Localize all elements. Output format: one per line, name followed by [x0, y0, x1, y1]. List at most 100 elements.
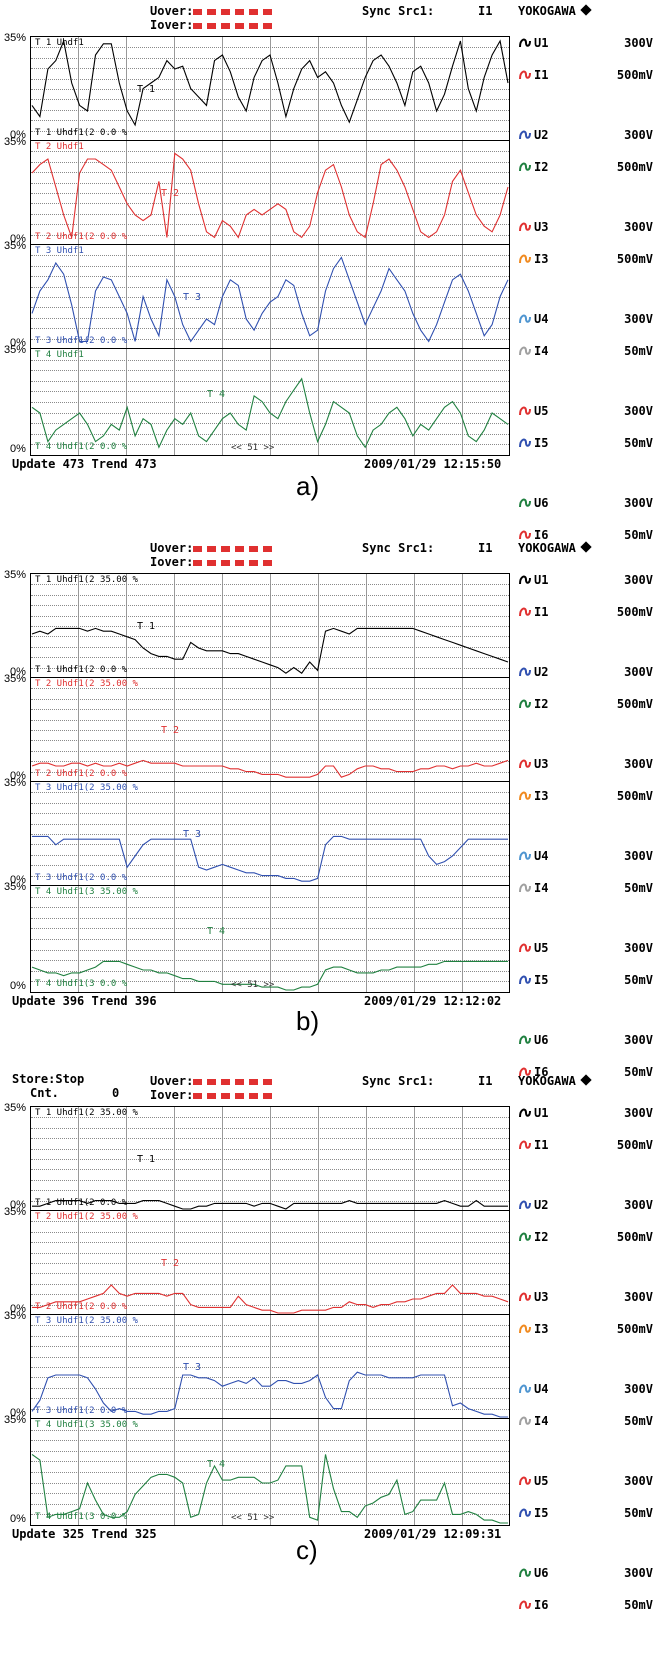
- grid-hline: [31, 307, 509, 308]
- trend-panel-1: T 1 Uhdf1 T 1 Uhdf1(2 0.0 % T 1: [31, 37, 509, 141]
- trend-panel-3: T 3 Uhdf1(2 35.00 % T 3 Uhdf1(2 0.0 % T 3: [31, 1315, 509, 1419]
- waveform-icon: [518, 1383, 532, 1395]
- grid-hline: [31, 1294, 509, 1295]
- update-label: Update: [12, 1527, 56, 1541]
- channel-i3: I3 500mV: [518, 252, 653, 268]
- channel-i1: I1 500mV: [518, 68, 653, 84]
- channel-range: 300V: [624, 849, 653, 863]
- grid-hline: [31, 1242, 509, 1243]
- waveform-icon: [518, 497, 532, 509]
- channel-i3: I3 500mV: [518, 1322, 653, 1338]
- scroll-indicator[interactable]: << 51 >>: [231, 443, 275, 453]
- count-label: Cnt.: [30, 1086, 59, 1100]
- y-min-label: 0%: [10, 129, 26, 141]
- grid-hline: [31, 193, 509, 194]
- channel-i2: I2 500mV: [518, 160, 653, 176]
- channel-name: U6: [534, 1566, 549, 1580]
- trace-tag: T 3: [183, 1362, 202, 1373]
- trend-line: [32, 835, 508, 882]
- channel-range: 50mV: [624, 528, 653, 542]
- update-value: 396: [62, 994, 85, 1008]
- waveform-icon: [518, 313, 532, 325]
- channel-i1: I1 500mV: [518, 1138, 653, 1154]
- channel-name: I6: [534, 1598, 549, 1612]
- channel-name: U2: [534, 128, 549, 142]
- grid-hline: [31, 297, 509, 298]
- channel-u4: U4 300V: [518, 312, 653, 328]
- waveform-icon: [518, 1599, 532, 1611]
- grid-hline: [31, 110, 509, 111]
- panel-footer: T 4 Uhdf1(3 0.0 %: [35, 979, 128, 989]
- update-value: 473: [62, 457, 85, 471]
- panel-title: T 1 Uhdf1(2 35.00 %: [35, 575, 138, 585]
- sync-label: Sync Src1:: [362, 1074, 435, 1088]
- trace-tag: T 4: [207, 1459, 226, 1470]
- panel-title: T 3 Uhdf1(2 35.00 %: [35, 783, 138, 793]
- uover-dash-bar: [193, 545, 278, 552]
- grid-hline: [31, 1451, 509, 1452]
- panel-footer: T 3 Uhdf1(2 0.0 %: [35, 873, 128, 883]
- trend-panel-1: T 1 Uhdf1(2 35.00 % T 1 Uhdf1(2 0.0 % T 1: [31, 1107, 509, 1211]
- trend-line: [31, 1371, 508, 1418]
- grid-hline: [31, 616, 509, 617]
- channel-range: 50mV: [624, 881, 653, 895]
- grid-hline: [31, 855, 509, 856]
- y-max-label: 35%: [4, 240, 27, 252]
- trace-tag: T 1: [137, 84, 156, 95]
- scroll-indicator[interactable]: << 51 >>: [231, 1513, 275, 1523]
- waveform-icon: [518, 221, 532, 233]
- brand-name: YOKOGAWA: [518, 1074, 576, 1088]
- channel-name: U1: [534, 36, 549, 50]
- y-min-label: 0%: [10, 233, 26, 245]
- trend-screen: Store:Stop Cnt. 0 Uover: Iover: Sync Src1: I1 Y…: [0, 1070, 655, 1612]
- y-min-label: 0%: [10, 1303, 26, 1315]
- brand-name: YOKOGAWA: [518, 541, 576, 555]
- grid-hline: [31, 1367, 509, 1368]
- grid-hline: [31, 287, 509, 288]
- channel-u2: U2 300V: [518, 128, 653, 144]
- channel-u1: U1 300V: [518, 573, 653, 589]
- trend-trace-svg: [31, 1371, 508, 1418]
- grid-hline: [31, 928, 509, 929]
- channel-range: 500mV: [616, 160, 653, 174]
- y-max-label: 35%: [4, 1206, 27, 1218]
- channel-name: I3: [534, 789, 549, 803]
- grid-hline: [31, 1169, 509, 1170]
- grid-hline: [31, 162, 509, 163]
- grid-hline: [31, 699, 509, 700]
- brand-logo: YOKOGAWA: [518, 4, 592, 18]
- grid-hline: [31, 1159, 509, 1160]
- waveform-icon: [518, 942, 532, 954]
- channel-i5: I5 50mV: [518, 1506, 653, 1522]
- scroll-indicator[interactable]: << 51 >>: [231, 980, 275, 990]
- channel-i6: I6 50mV: [518, 1065, 653, 1081]
- waveform-icon: [518, 437, 532, 449]
- waveform-icon: [518, 882, 532, 894]
- grid-hline: [31, 370, 509, 371]
- trend-trace-svg: [31, 960, 508, 991]
- grid-hline: [31, 1232, 509, 1233]
- update-label: Update: [12, 457, 56, 471]
- channel-name: I4: [534, 881, 549, 895]
- y-min-label: 0%: [10, 1407, 26, 1419]
- channel-name: I3: [534, 252, 549, 266]
- y-min-label: 0%: [10, 666, 26, 678]
- channel-range: 500mV: [616, 697, 653, 711]
- channel-range: 300V: [624, 1033, 653, 1047]
- grid-hline: [31, 1149, 509, 1150]
- datetime-stamp: 2009/01/29 12:15:50: [364, 457, 502, 471]
- y-max-label: 35%: [4, 1310, 27, 1322]
- waveform-icon: [518, 1139, 532, 1151]
- trend-panel-3: T 3 Uhdf1(2 35.00 % T 3 Uhdf1(2 0.0 % T 3: [31, 782, 509, 886]
- panel-title: T 3 Uhdf1(2 35.00 %: [35, 1316, 138, 1326]
- channel-name: U4: [534, 849, 549, 863]
- y-min-label: 0%: [10, 337, 26, 349]
- grid-hline: [31, 235, 509, 236]
- waveform-icon: [518, 666, 532, 678]
- waveform-icon: [518, 1507, 532, 1519]
- channel-range: 50mV: [624, 1414, 653, 1428]
- figure-caption: a): [296, 471, 320, 501]
- channel-range: 50mV: [624, 344, 653, 358]
- grid-hline: [31, 960, 509, 961]
- grid-hline: [31, 224, 509, 225]
